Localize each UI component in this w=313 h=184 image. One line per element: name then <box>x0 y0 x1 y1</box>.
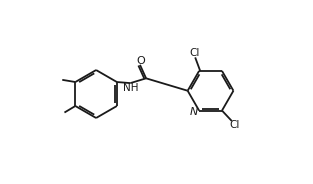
Text: Cl: Cl <box>189 48 199 58</box>
Text: O: O <box>136 56 145 66</box>
Text: NH: NH <box>123 83 139 93</box>
Text: N: N <box>190 107 198 117</box>
Text: Cl: Cl <box>229 120 239 130</box>
